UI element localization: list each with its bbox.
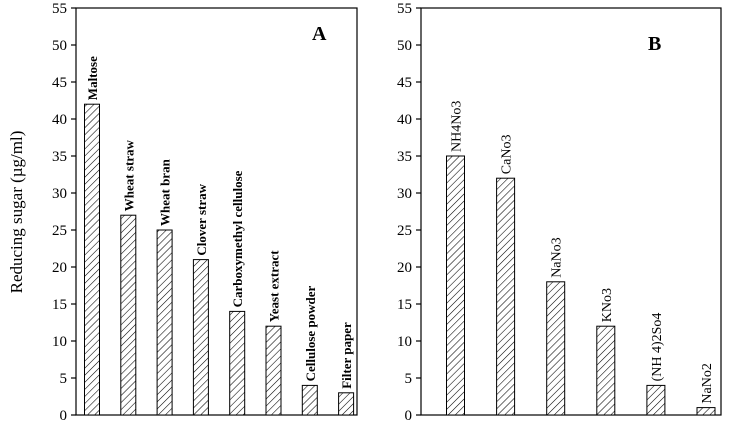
bar (84, 103, 100, 416)
y-tick-label: 15 (397, 297, 412, 313)
y-tick-label: 45 (52, 75, 67, 91)
y-tick-label: 5 (60, 371, 68, 387)
chart-a: 0 5 10 15 20 25 30 35 40 45 50 55 Maltose Wheat straw… (52, 1, 358, 424)
y-tick-label: 40 (397, 112, 412, 128)
bar (496, 177, 516, 416)
bar (338, 392, 355, 416)
bar-category-label: Maltose (85, 56, 100, 100)
y-tick-label: 55 (52, 1, 67, 17)
plot-frame (75, 7, 358, 416)
y-tick-label: 0 (405, 408, 413, 424)
y-axis-label: Reducing sugar (µg/ml) (7, 131, 26, 294)
bar-category-label: (NH 4)2So4 (650, 313, 665, 382)
bar-category-label: NaNo2 (700, 363, 715, 403)
y-tick-label: 20 (397, 260, 412, 276)
bar-category-label: KNo3 (600, 288, 615, 322)
bar (646, 384, 666, 416)
bar-category-label: CaNo3 (500, 135, 515, 175)
bar (265, 325, 282, 416)
bar-category-label: Cellulose powder (303, 285, 318, 381)
chart-b: 0 5 10 15 20 25 30 35 40 45 50 55 NH4No3 CaNo3 NaNo3 KN… (397, 1, 722, 424)
bar (120, 214, 137, 416)
panel-letter: B (648, 33, 661, 55)
bar-category-label: NH4No3 (450, 101, 465, 152)
y-tick-label: 20 (52, 260, 67, 276)
y-tick-label: 35 (397, 149, 412, 165)
bar (156, 229, 173, 416)
y-tick-label: 30 (397, 186, 412, 202)
y-tick-label: 10 (52, 334, 67, 350)
y-tick-label: 45 (397, 75, 412, 91)
bar-category-label: Wheat straw (121, 139, 136, 211)
bar (446, 155, 465, 416)
bar (229, 310, 246, 416)
y-tick-label: 30 (52, 186, 67, 202)
bar-category-label: Filter paper (339, 322, 354, 389)
bar (546, 281, 566, 416)
panel-letter: A (312, 23, 327, 45)
y-tick-label: 35 (52, 149, 67, 165)
y-tick-label: 25 (397, 223, 412, 239)
y-tick-label: 50 (52, 38, 67, 54)
y-tick-label: 55 (397, 1, 412, 17)
y-tick-label: 40 (52, 112, 67, 128)
bar-category-label: NaNo3 (550, 237, 565, 277)
bar (192, 259, 209, 416)
y-tick-label: 0 (60, 408, 68, 424)
bar-category-label: Yeast extract (267, 250, 282, 322)
y-tick-label: 15 (52, 297, 67, 313)
bar (696, 407, 716, 416)
bar (596, 325, 616, 416)
y-tick-label: 10 (397, 334, 412, 350)
y-tick-label: 5 (405, 371, 413, 387)
plot-frame (420, 7, 722, 416)
bar-category-label: Wheat bran (158, 158, 173, 226)
bar (301, 384, 318, 416)
y-tick-label: 25 (52, 223, 67, 239)
bar-category-label: Clover straw (194, 183, 209, 255)
y-tick-label: 50 (397, 38, 412, 54)
bar-category-label: Carboxymethyl cellulose (230, 170, 245, 307)
